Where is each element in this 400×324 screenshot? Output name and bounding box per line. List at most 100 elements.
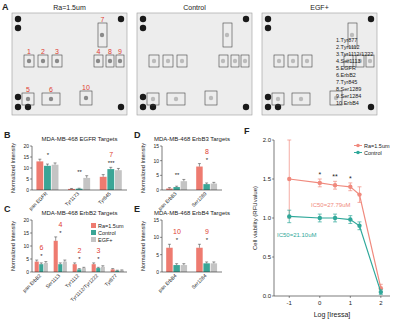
key-entry: 10.ErbB4 [336, 100, 359, 106]
chart-title: MDA-MB-468 EGFR Targets [42, 136, 118, 142]
category-label: Tyr845 [97, 190, 112, 205]
legend-label: Control [98, 230, 116, 236]
error-cap [54, 162, 57, 163]
spot-box [163, 55, 173, 67]
error-stem [118, 168, 119, 170]
error-bar [97, 267, 100, 269]
error-cap [116, 270, 119, 271]
bar [203, 184, 209, 190]
x-tick-label: 1 [349, 300, 353, 306]
spot-box [149, 55, 159, 67]
y-axis-label: Normalized Intensity [10, 143, 16, 193]
ic50-label: IC50=21.10uM [277, 232, 317, 238]
bar [173, 265, 179, 272]
bar-panel: BMDA-MB-468 EGFR Targetspan EGFRTyr1173T… [4, 130, 127, 211]
point [379, 290, 383, 294]
error-stem [71, 188, 72, 189]
spot-label: 3 [55, 48, 59, 55]
error-stem [199, 164, 200, 167]
error-bar [287, 210, 291, 222]
legend-label: Ra=1.5um [98, 223, 124, 229]
error-cap [333, 214, 337, 215]
y-tick-label: 2.0 [263, 137, 272, 143]
error-bar [333, 214, 337, 222]
y-tick-label: 1.5 [263, 176, 272, 182]
annotation: * [176, 237, 179, 243]
category-label: Tyr1112/Tyr1222 [69, 272, 99, 302]
spot-label: 2 [41, 48, 45, 55]
error-stem [39, 159, 40, 161]
key-entry: 5.EGFR [336, 65, 356, 71]
x-tick [319, 296, 320, 298]
key-entry: 3.Tyr1112/1222 [336, 51, 373, 57]
y-tick [160, 220, 162, 221]
error-bar [44, 262, 47, 263]
error-bar [92, 263, 95, 264]
x-axis [162, 272, 222, 273]
error-cap [101, 265, 104, 266]
error-stem [83, 267, 84, 269]
y-tick-label: 15 [23, 154, 29, 160]
error-cap [212, 261, 215, 262]
error-stem [199, 244, 200, 247]
y-tick [30, 272, 32, 273]
y-tick [272, 179, 274, 180]
bar [36, 161, 43, 190]
y-tick [160, 160, 162, 161]
error-bar [73, 263, 76, 264]
blot-spot [151, 97, 155, 101]
error-bar [82, 267, 85, 269]
blot-spot [118, 59, 122, 63]
bar [181, 265, 187, 272]
x-axis [274, 296, 390, 297]
error-stem [112, 268, 113, 270]
annotation: 8 [205, 148, 209, 155]
bar-panel: DMDA-MB-468 ErbB3 Targetspan ErbB3Ser128… [134, 130, 230, 211]
figure: ARa=1.5um12345678910ControlEGF+1.Tyr8772… [0, 0, 400, 324]
blot-spot [277, 59, 281, 63]
error-cap [198, 244, 201, 245]
annotation: * [40, 253, 43, 259]
error-stem [206, 183, 207, 184]
x-tick [350, 296, 351, 298]
spot-label: 5 [26, 86, 30, 93]
error-cap [357, 221, 361, 222]
error-cap [287, 210, 291, 211]
blot-spot [368, 59, 372, 63]
category-label: pan ErbB2 [21, 272, 42, 293]
bar [173, 187, 179, 190]
x-tick-label: -1 [287, 300, 293, 306]
spot-box [22, 93, 34, 105]
y-tick-label: 10 [153, 158, 159, 164]
error-cap [318, 186, 322, 187]
bar [96, 268, 100, 272]
reference-dot [265, 104, 271, 110]
error-cap [318, 214, 322, 215]
spot-box [147, 93, 159, 105]
error-cap [175, 186, 178, 187]
reference-dot [15, 25, 21, 31]
legend-label: EGF+ [98, 237, 113, 243]
annotation: 6 [40, 244, 44, 251]
spot-box [116, 55, 124, 67]
spot-box [80, 91, 92, 105]
error-bar [54, 237, 57, 241]
spot-box [274, 55, 284, 67]
y-tick-label: 5 [156, 172, 159, 178]
spot-label: 7 [101, 16, 105, 23]
error-bar [348, 183, 352, 191]
bar [211, 263, 217, 272]
error-bar [109, 167, 112, 169]
y-tick [30, 157, 32, 158]
error-bar [318, 179, 322, 187]
error-cap [117, 168, 120, 169]
reference-dot [140, 94, 146, 100]
error-bar [379, 290, 383, 295]
point [348, 185, 352, 189]
y-tick [30, 220, 32, 221]
error-bar [111, 268, 114, 270]
y-tick [30, 190, 32, 191]
annotation: * [318, 171, 321, 178]
error-stem [206, 262, 207, 263]
error-cap [97, 267, 100, 268]
